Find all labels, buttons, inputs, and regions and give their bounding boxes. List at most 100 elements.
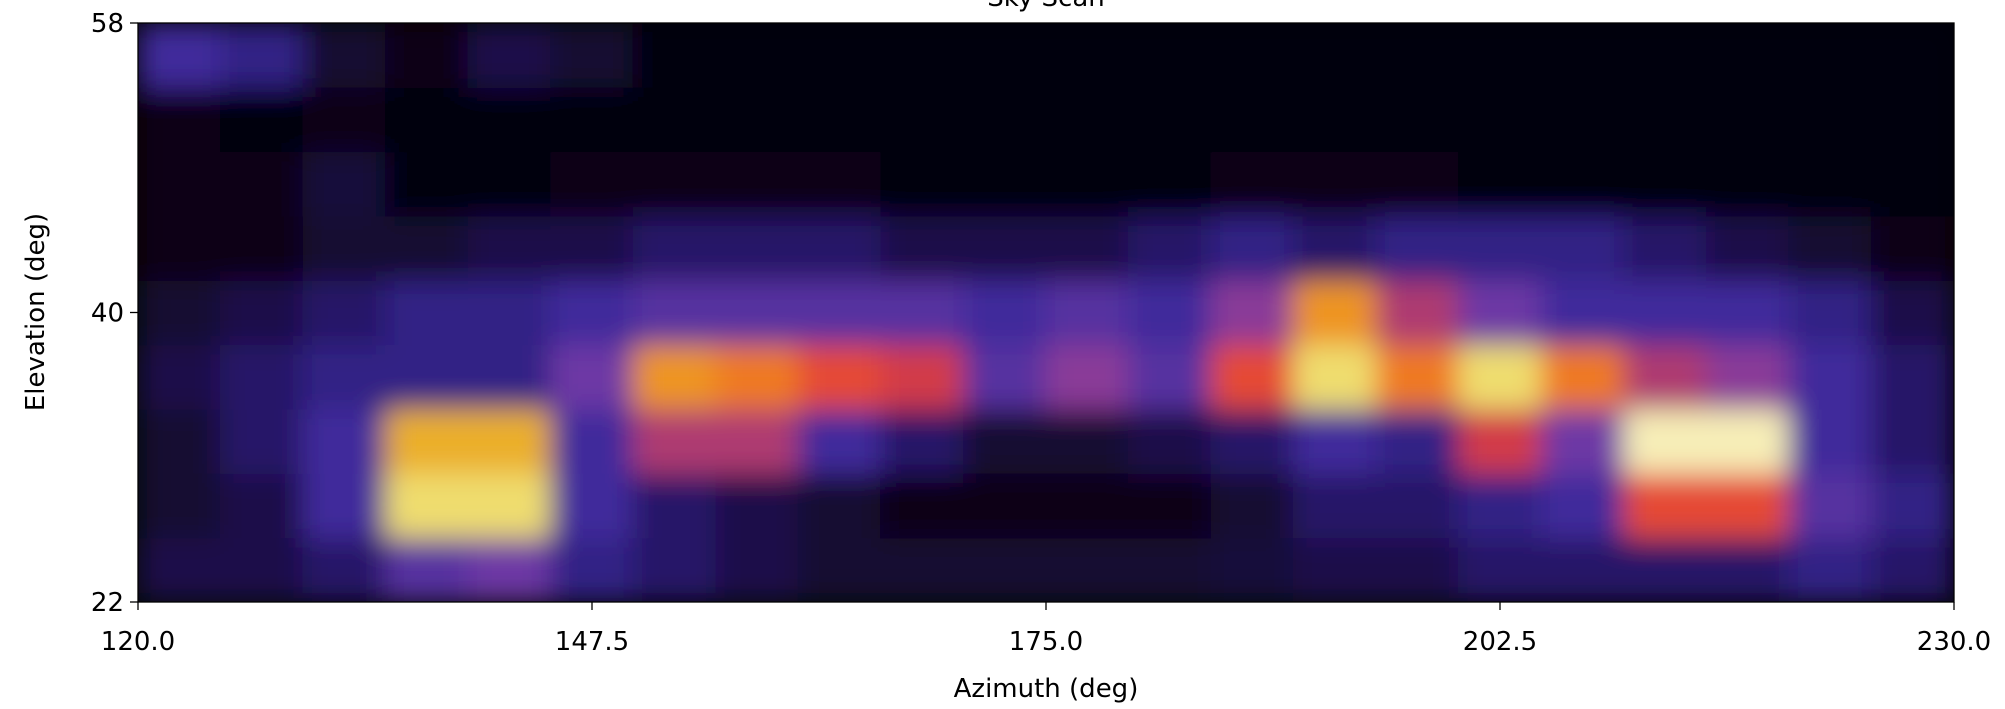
heatmap-cell	[1210, 279, 1295, 346]
heatmap-cell	[385, 537, 469, 602]
heatmap-cell	[1705, 408, 1790, 474]
heatmap-cell	[1788, 86, 1872, 153]
heatmap-cell	[1458, 344, 1542, 410]
heatmap-cell	[962, 408, 1047, 474]
heatmap-cell	[467, 472, 552, 539]
chart-title: Sky Scan	[987, 0, 1105, 13]
heatmap-cell	[632, 472, 717, 539]
heatmap-cell	[1128, 86, 1212, 153]
heatmap-cell	[1210, 86, 1295, 153]
heatmap-cell	[385, 472, 469, 539]
heatmap-cell	[1705, 215, 1790, 281]
heatmap-cell	[1210, 23, 1295, 88]
heatmap-cell	[1788, 151, 1872, 217]
heatmap-cell	[1788, 279, 1872, 346]
heatmap-cell	[1128, 151, 1212, 217]
heatmap-cell	[138, 344, 222, 410]
heatmap-cell	[797, 279, 882, 346]
heatmap-cell	[880, 86, 964, 153]
heatmap-cell	[1375, 86, 1460, 153]
heatmap-cell	[302, 23, 387, 88]
heatmap-cell	[1458, 537, 1542, 602]
heatmap-cell	[715, 215, 799, 281]
heatmap-cell	[1128, 215, 1212, 281]
x-tick-label: 202.5	[1463, 627, 1537, 657]
heatmap-cell	[1788, 23, 1872, 88]
heatmap-cell	[385, 86, 469, 153]
x-tick-label: 230.0	[1917, 627, 1991, 657]
heatmap-cell	[962, 472, 1047, 539]
heatmap-cell	[1623, 86, 1707, 153]
heatmap-cell	[1293, 408, 1377, 474]
heatmap-cell	[962, 23, 1047, 88]
heatmap-cell	[1128, 537, 1212, 602]
heatmap-cell	[1375, 408, 1460, 474]
heatmap-cell	[1870, 472, 1954, 539]
y-tick-label: 58	[91, 9, 124, 39]
heatmap-cell	[1623, 344, 1707, 410]
heatmap-cell	[1210, 344, 1295, 410]
heatmap-cell	[1870, 537, 1954, 602]
heatmap-cell	[138, 215, 222, 281]
heatmap-cell	[962, 279, 1047, 346]
heatmap-cell	[1293, 344, 1377, 410]
heatmap-cell	[1623, 23, 1707, 88]
heatmap-cell	[1623, 537, 1707, 602]
heatmap-cell	[962, 537, 1047, 602]
heatmap-cell	[1870, 86, 1954, 153]
y-axis-label: Elevation (deg)	[21, 213, 51, 411]
heatmap-cell	[1458, 279, 1542, 346]
heatmap-cell	[1128, 279, 1212, 346]
heatmap-cell	[1870, 344, 1954, 410]
heatmap-cell	[715, 86, 799, 153]
heatmap-cell	[1705, 472, 1790, 539]
x-tick-label: 120.0	[101, 627, 175, 657]
heatmap-cell	[1045, 408, 1130, 474]
heatmap-cell	[1128, 344, 1212, 410]
heatmap-cell	[138, 23, 222, 88]
heatmap-cell	[1293, 537, 1377, 602]
heatmap-cell	[220, 472, 304, 539]
heatmap-cell	[1458, 23, 1542, 88]
heatmap-cell	[1128, 408, 1212, 474]
heatmap-cell	[715, 279, 799, 346]
heatmap-cell	[550, 537, 634, 602]
heatmap-cell	[1045, 23, 1130, 88]
heatmap-cell	[715, 151, 799, 217]
heatmap-cell	[385, 344, 469, 410]
heatmap-cell	[632, 537, 717, 602]
heatmap-cell	[1540, 215, 1625, 281]
heatmap-cell	[220, 215, 304, 281]
heatmap-cell	[220, 408, 304, 474]
heatmap-cell	[1045, 151, 1130, 217]
heatmap-cell	[632, 151, 717, 217]
heatmap-cell	[1128, 23, 1212, 88]
heatmap-cell	[1540, 537, 1625, 602]
heatmap-cell	[1788, 215, 1872, 281]
heatmap-cell	[1210, 408, 1295, 474]
heatmap-cell	[385, 151, 469, 217]
heatmap-cell	[550, 408, 634, 474]
heatmap-cell	[1210, 215, 1295, 281]
heatmap-cell	[715, 23, 799, 88]
heatmap-cell	[1705, 23, 1790, 88]
heatmap-cell	[880, 472, 964, 539]
heatmap-cell	[1540, 151, 1625, 217]
heatmap-cell	[1870, 151, 1954, 217]
heatmap-cell	[1623, 472, 1707, 539]
heatmap-cell	[1210, 151, 1295, 217]
heatmap-cell	[1045, 344, 1130, 410]
heatmap-cell	[220, 537, 304, 602]
heatmap-cell	[1375, 537, 1460, 602]
heatmap	[138, 23, 1954, 602]
heatmap-cell	[385, 408, 469, 474]
heatmap-cell	[1045, 215, 1130, 281]
heatmap-cell	[1623, 151, 1707, 217]
heatmap-cell	[1375, 472, 1460, 539]
heatmap-cell	[962, 151, 1047, 217]
heatmap-cell	[467, 23, 552, 88]
heatmap-cell	[302, 279, 387, 346]
heatmap-cell	[138, 472, 222, 539]
heatmap-cell	[550, 472, 634, 539]
